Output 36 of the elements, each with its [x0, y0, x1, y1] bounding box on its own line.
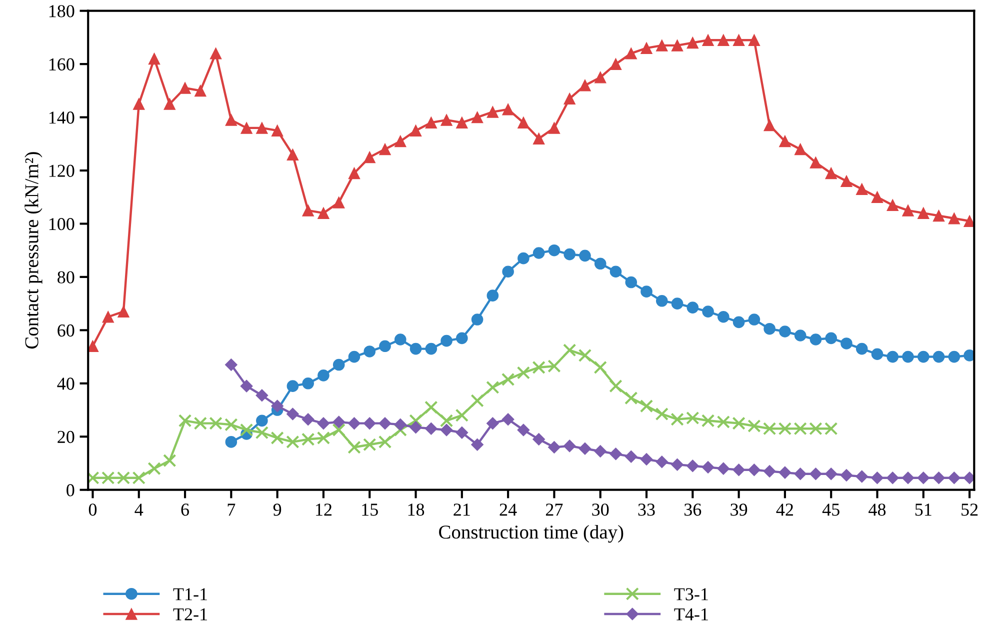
x-tick-label: 21 — [454, 504, 470, 516]
x-tick-label: 0 — [88, 504, 97, 516]
x-tick-label: 7 — [228, 504, 236, 516]
x-tick-label: 52 — [962, 504, 978, 516]
x-tick-label: 4 — [134, 504, 144, 516]
y-tick-label: 40 — [57, 378, 74, 390]
x-tick-label: 15 — [362, 504, 378, 516]
legend-label: T1-1 — [173, 588, 207, 600]
y-axis-title: Contact pressure (kN/m²) — [24, 152, 42, 349]
y-tick-label: 120 — [49, 164, 74, 177]
legend-label: T4-1 — [674, 608, 708, 620]
x-tick-label: 51 — [915, 504, 932, 516]
y-tick-label: 160 — [49, 58, 74, 70]
y-tick-label: 100 — [49, 218, 74, 230]
legend-label: T3-1 — [674, 588, 708, 600]
y-tick-label: 80 — [58, 271, 74, 284]
y-tick-label: 0 — [66, 484, 74, 496]
y-tick-label: 180 — [49, 5, 74, 18]
x-tick-label: 9 — [273, 504, 282, 516]
y-tick-label: 20 — [58, 430, 74, 444]
x-tick-label: 27 — [546, 504, 563, 516]
x-tick-label: 18 — [408, 504, 424, 516]
legend-label: T2-1 — [173, 608, 207, 620]
x-tick-label: 30 — [592, 504, 609, 516]
x-tick-label: 6 — [181, 504, 189, 516]
x-axis-title: Construction time (day) — [439, 524, 624, 543]
x-tick-label: 33 — [638, 504, 655, 516]
y-tick-label: 60 — [58, 324, 74, 337]
x-tick-label: 45 — [822, 504, 840, 516]
x-tick-label: 39 — [730, 504, 748, 516]
x-tick-label: 12 — [316, 504, 332, 516]
y-tick-label: 140 — [49, 112, 74, 124]
x-tick-label: 24 — [500, 504, 517, 516]
x-tick-label: 36 — [684, 504, 702, 516]
x-tick-label: 42 — [776, 504, 793, 516]
x-tick-label: 48 — [868, 504, 886, 516]
